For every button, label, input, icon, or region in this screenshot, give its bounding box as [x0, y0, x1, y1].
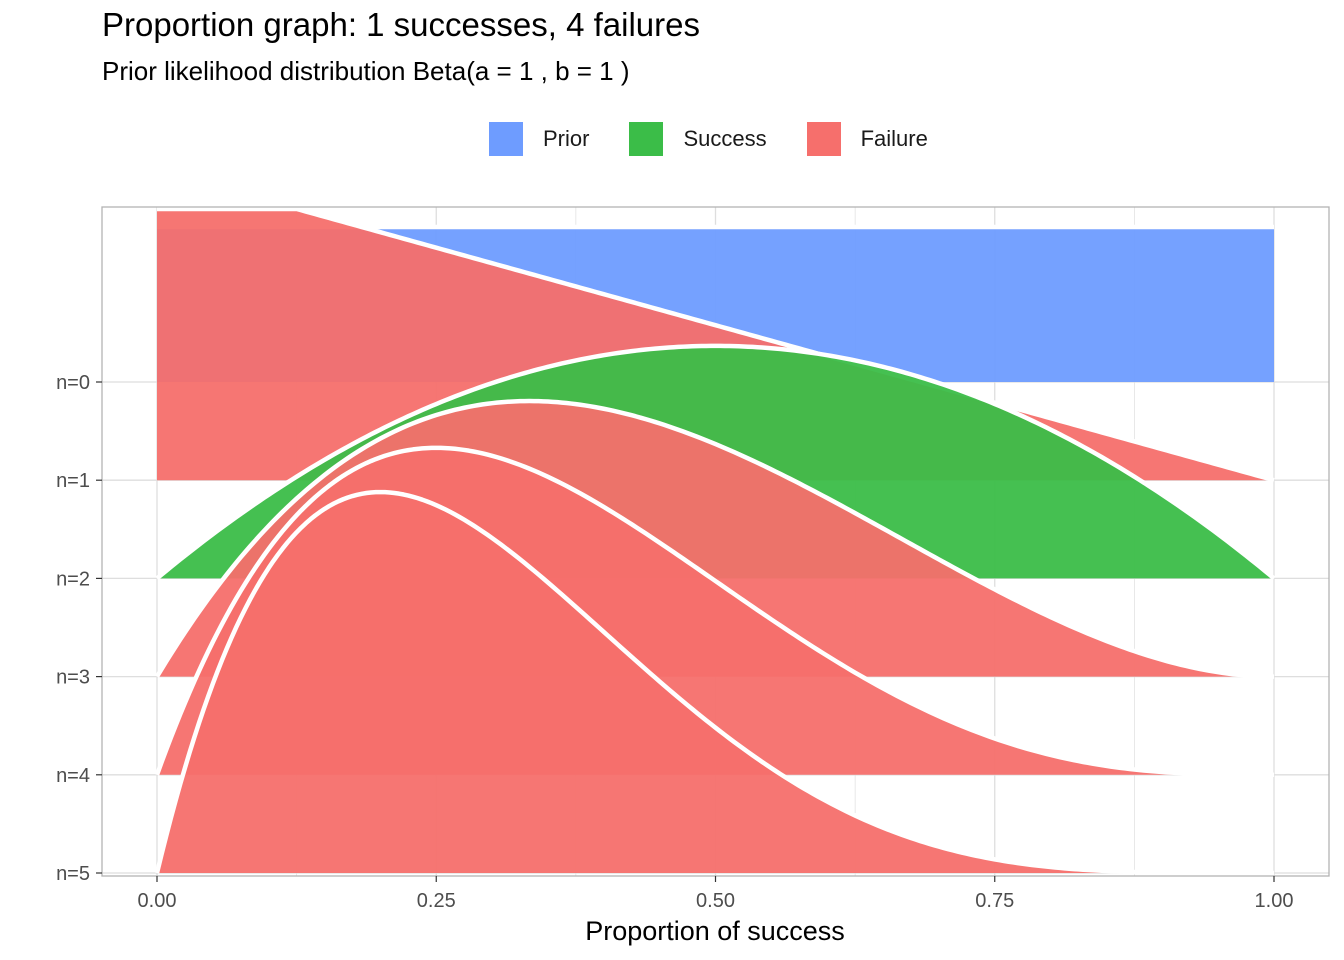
- x-tick-label: 0.00: [138, 890, 177, 912]
- chart-subtitle: Prior likelihood distribution Beta(a = 1…: [102, 56, 630, 86]
- y-tick-label: n=4: [56, 765, 90, 787]
- legend-item-failure: Failure: [806, 122, 928, 156]
- legend-item-success: Success: [629, 122, 767, 156]
- legend-swatch-failure: [806, 122, 841, 156]
- legend-label-success: Success: [683, 126, 767, 151]
- ridge-outline: [157, 206, 1275, 483]
- ridge-outline: [154, 445, 1274, 778]
- legend-swatch-success: [629, 122, 664, 156]
- y-tick-label: n=0: [56, 372, 90, 394]
- axis-layer: 0.00 0.25 0.50 0.75 1.00 n=0 n=1 n=2 n=3 n=4 n=5: [56, 372, 1293, 912]
- legend: Prior Success Failure: [489, 122, 968, 156]
- ridge-layer: [154, 206, 1276, 876]
- x-axis-title: Proportion of success: [585, 916, 845, 946]
- x-tick-label: 0.50: [696, 890, 735, 912]
- legend-item-prior: Prior: [489, 122, 589, 156]
- legend-label-prior: Prior: [543, 126, 590, 151]
- ridge-outline: [155, 398, 1275, 679]
- y-tick-label: n=5: [56, 863, 90, 885]
- ridge-area: [157, 492, 1274, 873]
- ridge-outline: [154, 489, 1274, 876]
- x-tick-label: 0.75: [975, 890, 1014, 912]
- x-tick-label: 0.25: [417, 890, 456, 912]
- ridge-outline: [155, 343, 1276, 581]
- y-tick-label: n=1: [56, 470, 90, 492]
- y-tick-label: n=2: [56, 568, 90, 590]
- x-tick-label: 1.00: [1255, 890, 1294, 912]
- legend-label-failure: Failure: [860, 126, 928, 151]
- chart-title: Proportion graph: 1 successes, 4 failure…: [102, 6, 700, 43]
- ridge-n-5: [154, 489, 1274, 876]
- y-tick-label: n=3: [56, 667, 90, 689]
- legend-swatch-prior: [489, 122, 523, 156]
